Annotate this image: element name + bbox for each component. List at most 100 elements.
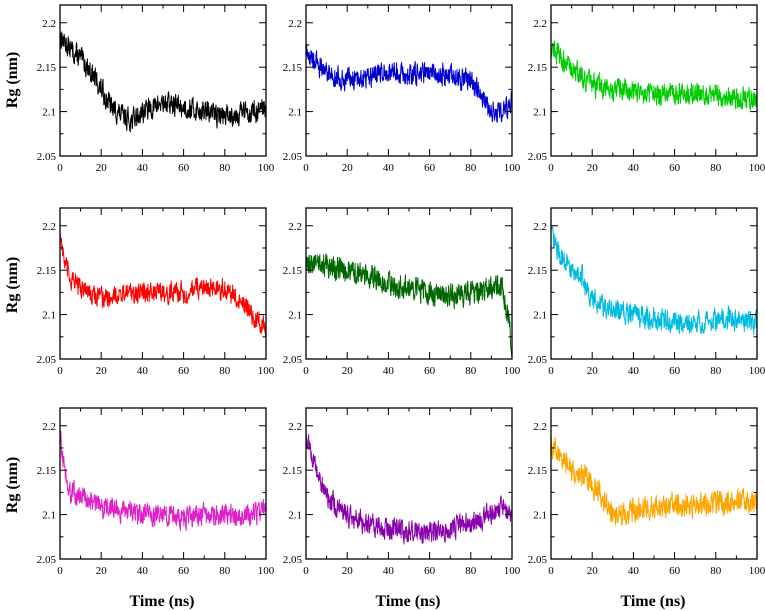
- y-tick-label: 2.15: [37, 265, 57, 277]
- x-tick-label: 80: [710, 565, 722, 577]
- x-tick-label: 20: [96, 365, 108, 377]
- x-tick-label: 0: [548, 162, 554, 174]
- y-tick-label: 2.1: [533, 107, 547, 119]
- x-tick-label: 60: [178, 565, 190, 577]
- x-tick-label: 60: [669, 162, 681, 174]
- series-line-2: [305, 44, 513, 123]
- ylabel-row-1: Rg (nm): [4, 52, 21, 108]
- x-tick-label: 80: [219, 365, 231, 377]
- x-tick-label: 40: [628, 565, 640, 577]
- panel-7: 0 20 40 60 80 100 2.05 2.1 2.15 2.2: [37, 407, 275, 577]
- x-tick-label: 0: [57, 365, 63, 377]
- xlabel-col-3: Time (ns): [620, 593, 685, 610]
- x-tick-label: 100: [504, 565, 521, 577]
- y-tick-label: 2.05: [283, 554, 303, 566]
- y-tick-label: 2.2: [288, 421, 302, 433]
- y-tick-label: 2.05: [528, 554, 548, 566]
- y-tick-label: 2.15: [283, 62, 303, 74]
- x-tick-label: 60: [178, 365, 190, 377]
- x-tick-label: 40: [628, 365, 640, 377]
- y-tick-label: 2.2: [42, 421, 56, 433]
- y-tick-label: 2.2: [533, 421, 547, 433]
- y-tick-label: 2.15: [528, 465, 548, 477]
- x-tick-label: 0: [57, 162, 63, 174]
- x-tick-label: 80: [219, 565, 231, 577]
- panel-9: 0 20 40 60 80 100 2.05 2.1 2.15 2.2: [528, 407, 765, 577]
- y-tick-label: 2.2: [533, 18, 547, 30]
- x-tick-label: 100: [258, 565, 275, 577]
- y-tick-label: 2.05: [283, 151, 303, 163]
- panel-8: 0 20 40 60 80 100 2.05 2.1 2.15 2.2: [283, 407, 521, 577]
- y-tick-label: 2.2: [42, 221, 56, 233]
- x-tick-label: 20: [587, 565, 599, 577]
- x-tick-label: 60: [424, 565, 436, 577]
- x-tick-label: 60: [669, 565, 681, 577]
- x-tick-label: 40: [137, 565, 149, 577]
- x-tick-label: 100: [504, 162, 521, 174]
- x-tick-label: 100: [749, 565, 765, 577]
- y-tick-label: 2.1: [288, 510, 302, 522]
- plot-frame: [550, 4, 758, 157]
- y-tick-label: 2.2: [533, 221, 547, 233]
- y-tick-label: 2.1: [288, 107, 302, 119]
- x-tick-label: 100: [749, 162, 765, 174]
- x-tick-label: 60: [178, 162, 190, 174]
- x-tick-label: 100: [258, 365, 275, 377]
- x-tick-label: 40: [137, 162, 149, 174]
- x-tick-label: 20: [342, 365, 354, 377]
- x-tick-label: 60: [424, 162, 436, 174]
- panel-4: 0 20 40 60 80 100 2.05 2.1 2.15 2.2: [37, 207, 275, 377]
- y-tick-label: 2.1: [42, 310, 56, 322]
- panel-2: 0 20 40 60 80 100 2.05 2.1 2.15 2.2: [283, 4, 521, 174]
- panel-1: 0 20 40 60 80 100 2.05 2.1 2.15 2.2: [37, 4, 275, 174]
- y-tick-label: 2.15: [283, 465, 303, 477]
- y-tick-label: 2.15: [283, 265, 303, 277]
- y-tick-label: 2.05: [528, 151, 548, 163]
- plot-frame: [550, 207, 758, 360]
- series-line-8: [305, 430, 513, 545]
- y-tick-label: 2.15: [37, 465, 57, 477]
- panel-6: 0 20 40 60 80 100 2.05 2.1 2.15 2.2: [528, 207, 765, 377]
- x-tick-label: 100: [504, 365, 521, 377]
- x-tick-label: 0: [548, 365, 554, 377]
- x-tick-label: 40: [383, 162, 395, 174]
- x-tick-label: 0: [303, 365, 309, 377]
- panel-5: 0 20 40 60 80 100 2.05 2.1 2.15 2.2: [283, 207, 521, 377]
- plot-frame: [59, 407, 267, 560]
- y-tick-label: 2.1: [42, 107, 56, 119]
- x-tick-label: 20: [342, 565, 354, 577]
- x-tick-label: 80: [219, 162, 231, 174]
- series-line-5: [305, 253, 513, 357]
- x-tick-label: 60: [669, 365, 681, 377]
- x-tick-label: 100: [749, 365, 765, 377]
- x-tick-label: 40: [137, 365, 149, 377]
- x-tick-label: 0: [57, 565, 63, 577]
- y-tick-label: 2.05: [37, 151, 57, 163]
- y-tick-label: 2.1: [288, 310, 302, 322]
- x-tick-label: 0: [303, 565, 309, 577]
- x-tick-label: 20: [96, 162, 108, 174]
- y-tick-label: 2.05: [37, 354, 57, 366]
- y-tick-label: 2.05: [528, 354, 548, 366]
- y-tick-label: 2.15: [528, 62, 548, 74]
- x-tick-label: 40: [383, 565, 395, 577]
- y-tick-label: 2.05: [283, 354, 303, 366]
- y-tick-label: 2.2: [42, 18, 56, 30]
- y-tick-label: 2.05: [37, 554, 57, 566]
- x-tick-label: 60: [424, 365, 436, 377]
- series-line-6: [550, 225, 758, 336]
- series-line-1: [59, 31, 267, 133]
- panel-3: 0 20 40 60 80 100 2.05 2.1 2.15 2.2: [528, 4, 765, 174]
- y-tick-label: 2.1: [533, 310, 547, 322]
- ylabel-row-3: Rg (nm): [4, 457, 21, 513]
- y-tick-label: 2.1: [533, 510, 547, 522]
- x-tick-label: 80: [710, 365, 722, 377]
- x-tick-label: 0: [303, 162, 309, 174]
- plot-frame: [59, 207, 267, 360]
- y-tick-label: 2.2: [288, 221, 302, 233]
- series-line-9: [550, 436, 758, 526]
- panel-grid: 0 20 40 60 80 100 2.05 2.1 2.15 2.2 0 20 40 60 80 100 2.…: [37, 4, 765, 577]
- x-tick-label: 40: [383, 365, 395, 377]
- x-tick-label: 80: [465, 365, 477, 377]
- y-tick-label: 2.1: [42, 510, 56, 522]
